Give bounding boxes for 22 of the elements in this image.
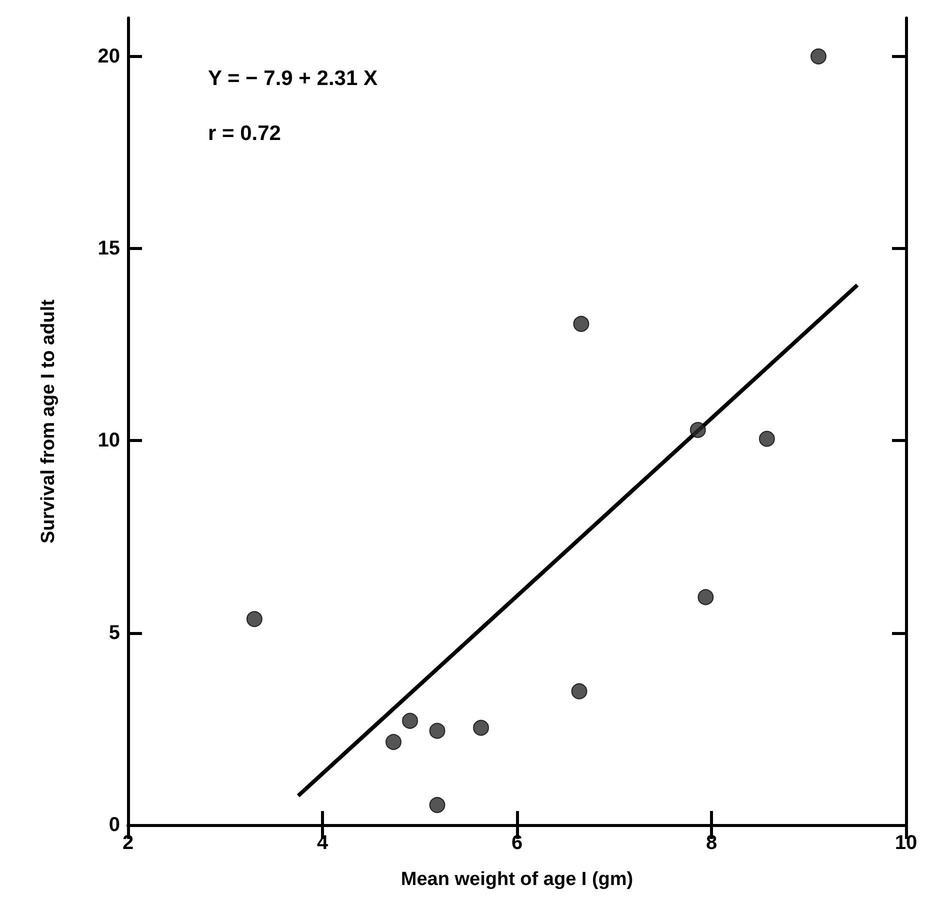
y-axis-title: Survival from age I to adult [38, 298, 59, 544]
point [810, 48, 826, 64]
point [429, 722, 446, 739]
point [573, 316, 590, 332]
y-tick-label: 20 [98, 45, 120, 68]
point [429, 797, 446, 814]
y-tick-label: 15 [98, 238, 120, 260]
y-tick-label: 5 [108, 622, 120, 644]
point [571, 683, 588, 700]
x-tick-label: 10 [894, 832, 918, 854]
y-tick-label: 10 [98, 430, 120, 452]
point [473, 720, 490, 736]
point [402, 712, 418, 729]
point [698, 589, 714, 606]
x-axis-title: Mean weight of age I (gm) [400, 869, 634, 890]
annotation: Y = − 7.9 + 2.31 X [208, 67, 378, 90]
annotation: r = 0.72 [208, 122, 281, 145]
y-tick-label: 0 [108, 814, 120, 836]
point [246, 611, 262, 628]
point [690, 422, 706, 438]
point [758, 430, 775, 447]
point [386, 734, 402, 750]
